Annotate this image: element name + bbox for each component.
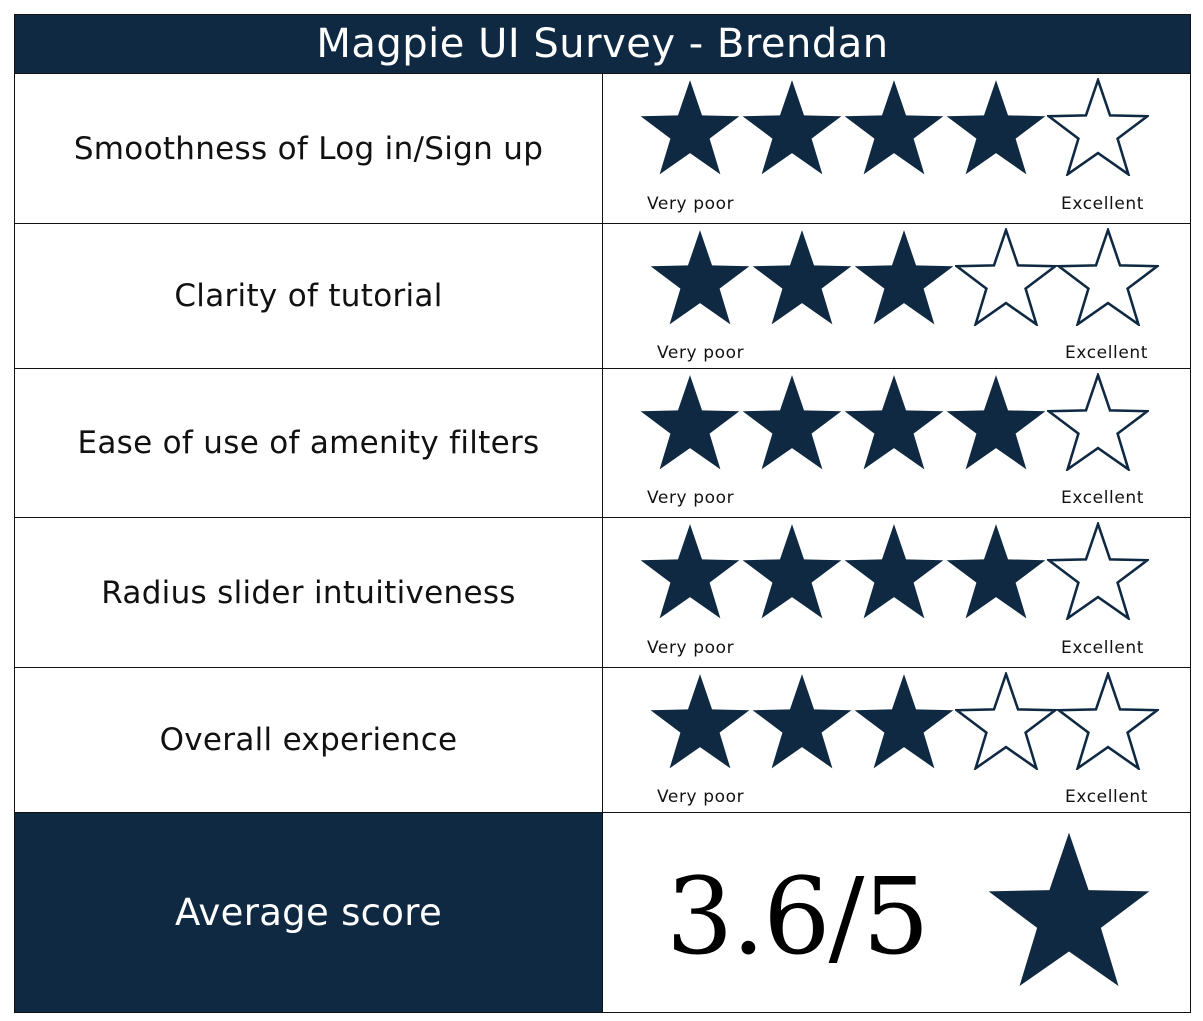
- empty-star-icon: [1047, 522, 1149, 620]
- scale-low-label: Very poor: [647, 488, 735, 508]
- survey-title: Magpie UI Survey - Brendan: [15, 15, 1190, 73]
- scale-high-label: Excellent: [1061, 488, 1145, 508]
- star-rating: Very poor Excellent: [603, 518, 1190, 667]
- filled-star-icon: [854, 230, 954, 325]
- empty-star-icon: [1057, 228, 1159, 326]
- star-rating: Very poor Excellent: [603, 369, 1190, 517]
- filled-star-icon: [854, 674, 954, 769]
- scale-high-label: Excellent: [1061, 194, 1145, 214]
- filled-star-icon: [752, 230, 852, 325]
- filled-star-icon: [640, 375, 740, 470]
- star-rating: Very poor Excellent: [603, 668, 1190, 812]
- filled-star-icon: [640, 80, 740, 175]
- survey-table: Magpie UI Survey - Brendan Smoothness of…: [14, 14, 1191, 1013]
- filled-star-icon: [742, 80, 842, 175]
- scale-high-label: Excellent: [1065, 343, 1149, 363]
- question-row: Ease of use of amenity filters Very poor…: [15, 368, 1190, 517]
- average-score-value: 3.6/5: [666, 855, 930, 978]
- question-label: Clarity of tutorial: [15, 224, 603, 368]
- empty-star-icon: [955, 228, 1057, 326]
- question-label: Ease of use of amenity filters: [15, 369, 603, 517]
- filled-star-icon: [946, 80, 1046, 175]
- star-icon: [986, 829, 1152, 993]
- star-icon-graphic: [988, 832, 1150, 987]
- question-row: Smoothness of Log in/Sign up Very poor E…: [15, 73, 1190, 223]
- question-row: Overall experience Very poor Excellent: [15, 667, 1190, 812]
- average-label: Average score: [15, 813, 603, 1012]
- filled-star-icon: [742, 524, 842, 619]
- scale-low-label: Very poor: [657, 343, 745, 363]
- filled-star-icon: [946, 524, 1046, 619]
- scale-low-label: Very poor: [647, 194, 735, 214]
- filled-star-icon: [844, 375, 944, 470]
- question-label: Smoothness of Log in/Sign up: [15, 74, 603, 223]
- average-cell: 3.6/5: [603, 813, 1190, 1012]
- star-group: [649, 228, 1159, 326]
- scale-low-label: Very poor: [657, 787, 745, 807]
- question-row: Radius slider intuitiveness Very poor Ex…: [15, 517, 1190, 667]
- filled-star-icon: [752, 674, 852, 769]
- question-label: Radius slider intuitiveness: [15, 518, 603, 667]
- question-row: Clarity of tutorial Very poor Excellent: [15, 223, 1190, 368]
- filled-star-icon: [946, 375, 1046, 470]
- scale-low-label: Very poor: [647, 638, 735, 658]
- filled-star-icon: [844, 80, 944, 175]
- question-label: Overall experience: [15, 668, 603, 812]
- scale-high-label: Excellent: [1065, 787, 1149, 807]
- filled-star-icon: [650, 674, 750, 769]
- scale-high-label: Excellent: [1061, 638, 1145, 658]
- filled-star-icon: [844, 524, 944, 619]
- empty-star-icon: [955, 672, 1057, 770]
- average-row: Average score 3.6/5: [15, 812, 1190, 1012]
- empty-star-icon: [1057, 672, 1159, 770]
- filled-star-icon: [650, 230, 750, 325]
- star-group: [639, 373, 1149, 471]
- star-rating: Very poor Excellent: [603, 224, 1190, 368]
- star-group: [639, 78, 1149, 176]
- star-group: [649, 672, 1159, 770]
- empty-star-icon: [1047, 373, 1149, 471]
- filled-star-icon: [640, 524, 740, 619]
- star-rating: Very poor Excellent: [603, 74, 1190, 223]
- star-group: [639, 522, 1149, 620]
- empty-star-icon: [1047, 78, 1149, 176]
- filled-star-icon: [742, 375, 842, 470]
